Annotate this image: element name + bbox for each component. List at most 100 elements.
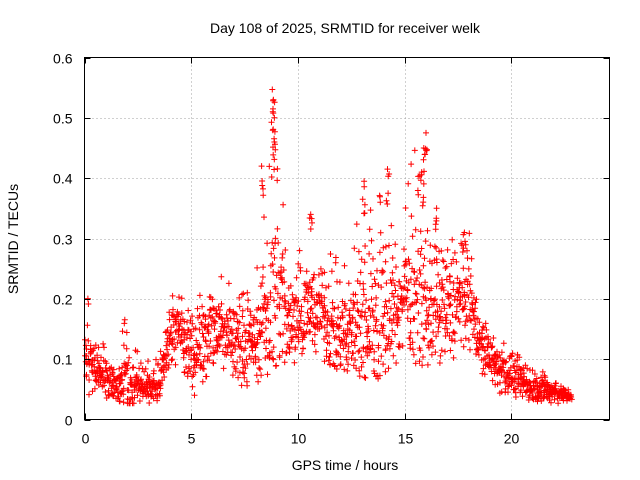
data-point	[485, 336, 492, 343]
data-point	[511, 386, 518, 393]
data-point	[388, 320, 395, 326]
data-point	[444, 325, 450, 332]
data-point	[192, 369, 199, 376]
data-point	[307, 211, 314, 218]
data-point	[166, 309, 173, 316]
data-point	[312, 348, 319, 355]
data-point	[119, 388, 126, 395]
data-point	[480, 356, 487, 363]
data-point	[517, 387, 524, 394]
data-point	[482, 320, 489, 327]
data-point	[206, 357, 213, 364]
data-point	[289, 291, 296, 298]
data-point	[478, 336, 485, 343]
data-point	[390, 277, 396, 284]
data-point	[523, 376, 530, 383]
data-point	[194, 356, 201, 363]
data-point	[450, 328, 457, 335]
data-point	[86, 377, 93, 383]
data-point	[451, 330, 458, 337]
data-point	[263, 345, 269, 352]
data-point	[366, 250, 373, 257]
data-point	[458, 337, 465, 344]
data-point	[125, 359, 132, 366]
data-point	[319, 282, 326, 289]
data-point	[370, 255, 376, 262]
data-point	[366, 305, 373, 312]
data-point	[252, 344, 259, 351]
data-point	[467, 346, 473, 353]
data-point	[249, 338, 256, 345]
data-point	[337, 361, 344, 368]
data-point	[509, 350, 516, 357]
y-tick-label: 0.6	[53, 51, 73, 67]
data-point	[355, 348, 362, 355]
data-point	[431, 243, 438, 250]
data-point	[376, 372, 383, 379]
data-point	[444, 246, 451, 253]
data-point	[241, 370, 248, 377]
data-point	[178, 334, 184, 340]
data-point	[187, 317, 194, 324]
data-point	[236, 319, 243, 326]
data-point	[218, 300, 225, 307]
data-point	[186, 351, 192, 358]
data-point	[460, 265, 467, 272]
data-point	[422, 238, 429, 245]
data-point	[270, 96, 277, 103]
data-point	[474, 347, 481, 354]
data-point	[264, 296, 271, 303]
data-point	[352, 319, 359, 326]
data-point	[420, 199, 427, 206]
data-point	[326, 332, 332, 339]
data-point	[352, 357, 359, 363]
data-point	[351, 342, 358, 349]
data-point	[109, 369, 116, 376]
data-points	[82, 86, 575, 407]
data-point	[461, 303, 468, 310]
data-point	[386, 171, 393, 177]
data-point	[404, 315, 411, 322]
data-point	[123, 362, 130, 369]
data-point	[157, 385, 164, 392]
data-point	[381, 310, 388, 317]
data-point	[295, 338, 302, 345]
data-point	[197, 361, 204, 368]
data-point	[217, 307, 223, 313]
data-point	[250, 321, 257, 328]
data-point	[358, 308, 365, 315]
data-point	[418, 245, 425, 252]
data-point	[366, 338, 373, 345]
data-point	[86, 391, 92, 398]
data-point	[249, 347, 256, 354]
data-point	[391, 301, 398, 307]
data-point	[553, 380, 559, 387]
data-point	[377, 199, 384, 206]
data-point	[327, 361, 334, 368]
data-point	[226, 308, 233, 314]
data-point	[358, 256, 365, 263]
data-point	[385, 190, 392, 197]
data-point	[351, 338, 358, 345]
data-point	[271, 156, 278, 163]
data-point	[119, 376, 126, 383]
data-point	[361, 259, 368, 266]
data-point	[94, 357, 101, 364]
data-point	[130, 400, 137, 407]
data-point	[420, 180, 427, 187]
data-point	[186, 363, 192, 370]
data-point	[361, 178, 368, 185]
data-point	[335, 304, 342, 311]
data-point	[153, 356, 159, 363]
data-point	[243, 356, 250, 363]
data-point	[121, 316, 128, 323]
data-point	[340, 345, 347, 352]
data-point	[206, 343, 213, 350]
data-point	[551, 396, 558, 403]
data-point	[364, 333, 371, 340]
data-point	[269, 261, 276, 268]
data-point	[314, 314, 321, 321]
data-point	[399, 342, 406, 349]
data-point	[461, 292, 468, 299]
data-point	[417, 347, 424, 354]
